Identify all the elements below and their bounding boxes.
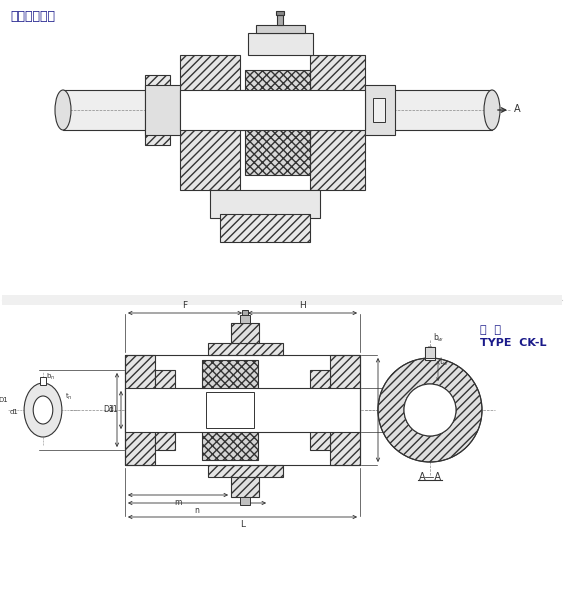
Bar <box>208 343 283 355</box>
Text: 安装参考范例: 安装参考范例 <box>10 10 55 23</box>
Bar <box>208 465 283 477</box>
Bar <box>180 90 365 130</box>
Text: n: n <box>195 506 200 515</box>
Text: b$_n$: b$_n$ <box>46 372 55 382</box>
Bar <box>145 85 180 135</box>
Ellipse shape <box>55 90 71 130</box>
Bar <box>277 15 283 25</box>
Text: r—A: r—A <box>213 387 229 396</box>
Bar <box>40 377 46 385</box>
Ellipse shape <box>33 396 53 424</box>
Text: D: D <box>381 406 388 415</box>
Text: H: H <box>299 301 306 310</box>
Text: F: F <box>182 301 188 310</box>
Bar <box>180 55 240 190</box>
Bar <box>145 75 170 145</box>
Bar <box>245 70 310 175</box>
Ellipse shape <box>24 383 62 437</box>
Text: t$_w$: t$_w$ <box>439 356 448 368</box>
Bar <box>276 11 284 15</box>
Text: D1: D1 <box>0 397 8 403</box>
Ellipse shape <box>484 90 500 130</box>
Circle shape <box>404 384 456 436</box>
Bar <box>240 497 250 505</box>
Bar <box>125 355 360 465</box>
Bar <box>360 90 492 130</box>
Bar <box>231 323 259 343</box>
Bar <box>231 477 259 497</box>
Text: d: d <box>395 406 401 415</box>
Bar <box>330 355 360 465</box>
Bar <box>155 370 175 450</box>
Bar <box>210 190 320 218</box>
Bar <box>310 55 365 190</box>
Text: L: L <box>240 520 245 529</box>
Bar <box>125 355 155 465</box>
Bar <box>425 347 435 360</box>
Bar <box>373 98 385 122</box>
Bar <box>125 388 360 432</box>
Text: d1: d1 <box>10 409 19 415</box>
Text: d1: d1 <box>108 406 118 415</box>
Bar <box>310 370 330 450</box>
Text: A—A: A—A <box>418 472 442 482</box>
Bar <box>2 295 562 305</box>
Bar <box>242 310 248 315</box>
Bar <box>425 347 435 358</box>
Bar <box>365 85 395 135</box>
Text: t$_n$: t$_n$ <box>65 392 72 403</box>
Text: m: m <box>174 498 182 507</box>
Bar <box>220 214 310 242</box>
Text: 型  号: 型 号 <box>480 325 501 335</box>
Text: l—A: l—A <box>213 446 228 455</box>
Text: A: A <box>514 104 521 114</box>
Bar <box>256 25 305 33</box>
Text: b$_w$: b$_w$ <box>433 331 444 344</box>
Bar <box>63 90 193 130</box>
Bar <box>248 33 313 55</box>
Text: TYPE  CK-L: TYPE CK-L <box>480 338 547 348</box>
Text: D1: D1 <box>103 406 114 415</box>
Bar <box>206 392 254 428</box>
Bar <box>240 315 250 323</box>
Wedge shape <box>378 358 482 462</box>
Bar <box>202 360 258 460</box>
